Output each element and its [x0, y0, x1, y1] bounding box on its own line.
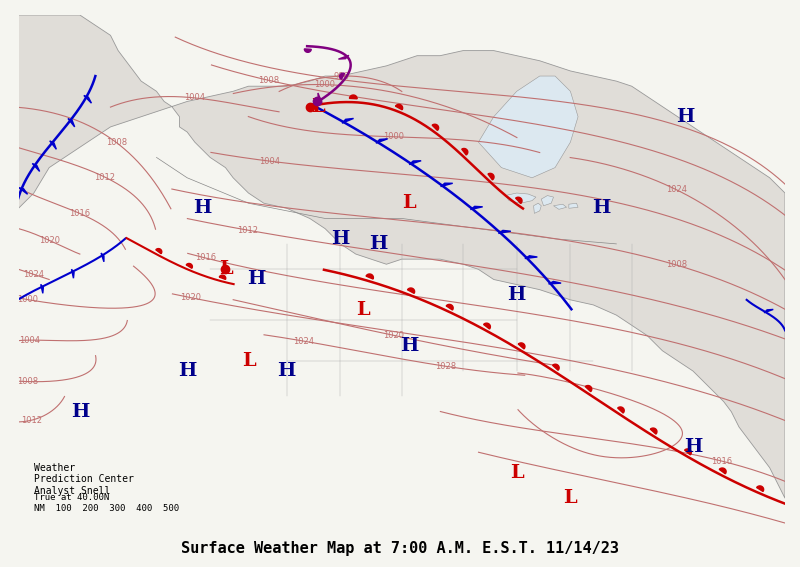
Polygon shape: [41, 285, 43, 293]
Text: H: H: [507, 286, 526, 304]
Text: 1016: 1016: [711, 456, 733, 466]
Polygon shape: [338, 56, 349, 59]
Text: L: L: [563, 489, 577, 507]
Text: 1000: 1000: [314, 80, 334, 89]
Polygon shape: [549, 281, 561, 284]
Polygon shape: [50, 141, 56, 149]
Text: 1016: 1016: [195, 253, 216, 263]
Polygon shape: [342, 119, 354, 123]
Text: True at 40.00N
NM  100  200  300  400  500: True at 40.00N NM 100 200 300 400 500: [34, 493, 179, 513]
Polygon shape: [71, 269, 74, 278]
Polygon shape: [462, 149, 468, 155]
Text: 1008: 1008: [258, 76, 279, 85]
Polygon shape: [350, 95, 357, 99]
Polygon shape: [432, 124, 438, 130]
Polygon shape: [18, 15, 785, 498]
Polygon shape: [339, 73, 345, 79]
Text: L: L: [218, 260, 232, 278]
Text: 996: 996: [334, 71, 350, 81]
Text: 1012: 1012: [94, 172, 115, 181]
Text: 1000: 1000: [383, 132, 404, 141]
Polygon shape: [553, 364, 559, 370]
Polygon shape: [488, 174, 494, 180]
Text: H: H: [676, 108, 694, 126]
Polygon shape: [376, 139, 388, 143]
Polygon shape: [101, 253, 104, 262]
Polygon shape: [304, 49, 311, 52]
Polygon shape: [586, 386, 592, 392]
Text: Weather
Prediction Center
Analyst Snell: Weather Prediction Center Analyst Snell: [34, 463, 134, 496]
Polygon shape: [219, 275, 226, 280]
Polygon shape: [407, 288, 414, 293]
Polygon shape: [569, 203, 578, 208]
Polygon shape: [186, 264, 192, 268]
Polygon shape: [764, 310, 774, 313]
Polygon shape: [84, 95, 91, 103]
Text: 1020: 1020: [180, 293, 202, 302]
Polygon shape: [483, 323, 490, 329]
Text: 1024: 1024: [293, 337, 314, 345]
Text: H: H: [178, 362, 196, 380]
Text: 1008: 1008: [106, 138, 127, 147]
Polygon shape: [32, 163, 40, 171]
Polygon shape: [470, 206, 482, 210]
Text: 1004: 1004: [19, 336, 40, 345]
Text: L: L: [402, 194, 416, 212]
Text: 1008: 1008: [17, 377, 38, 386]
Polygon shape: [156, 248, 162, 253]
Polygon shape: [516, 197, 522, 204]
Polygon shape: [719, 468, 726, 474]
Text: 1020: 1020: [383, 331, 404, 340]
Text: 1016: 1016: [70, 209, 90, 218]
Text: 1012: 1012: [237, 226, 258, 235]
Text: H: H: [247, 270, 266, 289]
Polygon shape: [68, 119, 74, 127]
Polygon shape: [518, 343, 525, 349]
Text: 1024: 1024: [23, 270, 44, 279]
Polygon shape: [410, 160, 421, 164]
Polygon shape: [318, 93, 322, 103]
Text: H: H: [70, 403, 89, 421]
Polygon shape: [446, 304, 453, 310]
Polygon shape: [395, 104, 402, 110]
Polygon shape: [506, 193, 536, 203]
Polygon shape: [525, 256, 538, 259]
Polygon shape: [685, 449, 691, 455]
Text: 1000: 1000: [17, 295, 38, 304]
Polygon shape: [542, 196, 554, 206]
Text: H: H: [331, 230, 350, 248]
Polygon shape: [554, 204, 566, 209]
Polygon shape: [498, 230, 511, 234]
Text: L: L: [242, 352, 255, 370]
Text: H: H: [194, 199, 212, 217]
Text: H: H: [370, 235, 388, 253]
Text: 1004: 1004: [184, 94, 205, 103]
Polygon shape: [650, 428, 657, 434]
Polygon shape: [441, 183, 453, 187]
Text: 1008: 1008: [666, 260, 686, 269]
Text: 1024: 1024: [666, 185, 687, 194]
Text: L: L: [510, 464, 523, 482]
Text: H: H: [278, 362, 296, 380]
Text: 1012: 1012: [21, 416, 42, 425]
Text: L: L: [357, 301, 370, 319]
Polygon shape: [757, 486, 764, 492]
Text: 1028: 1028: [435, 362, 456, 371]
Polygon shape: [478, 76, 578, 178]
Polygon shape: [19, 188, 27, 194]
Text: H: H: [684, 438, 702, 456]
Text: Surface Weather Map at 7:00 A.M. E.S.T. 11/14/23: Surface Weather Map at 7:00 A.M. E.S.T. …: [181, 541, 619, 556]
Polygon shape: [618, 407, 624, 413]
Polygon shape: [366, 274, 374, 279]
Text: H: H: [592, 199, 610, 217]
Polygon shape: [534, 203, 542, 213]
Text: H: H: [400, 337, 418, 354]
Text: L: L: [310, 98, 324, 116]
Text: 1004: 1004: [259, 156, 280, 166]
Text: 1020: 1020: [39, 236, 60, 245]
